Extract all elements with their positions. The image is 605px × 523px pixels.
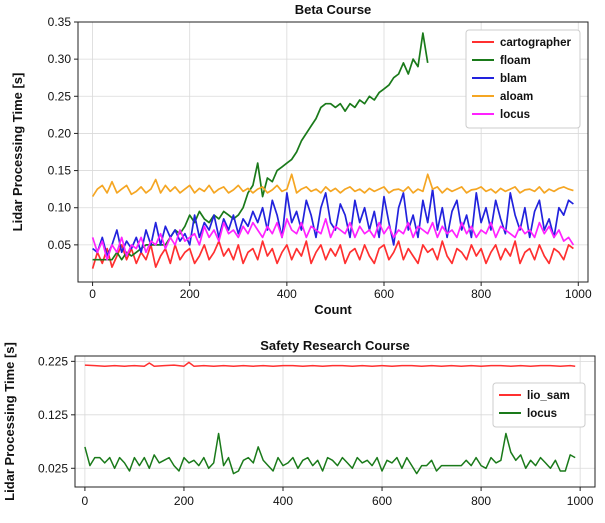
plot-frame [74,355,596,488]
y-tick-label: 0.025 [38,461,68,475]
legend-label-locus: locus [500,109,530,121]
y-tick-label: 0.10 [48,201,72,215]
legend-box [465,29,581,129]
legend: cartographer floam blam aloam locus [465,29,581,129]
y-tick-label: 0.225 [38,354,68,368]
legend-label-locus: locus [527,408,557,420]
x-tick-label: 800 [471,494,491,508]
legend-label-floam: floam [500,55,531,67]
y-tick-label: 0.125 [38,408,68,422]
y-tick-label: 0.15 [48,164,72,178]
x-axis-label: Count [314,302,352,317]
legend-label-aloam: aloam [500,91,533,103]
x-tick-label: 400 [277,287,297,301]
plot-frame [77,21,589,283]
chart-panel-1: 0 200 400 600 800 1000 0.05 0.10 0.15 0.20 0.25 0.3… [10,2,592,317]
y-tick-label: 0.20 [48,126,72,140]
x-tick-label: 600 [372,494,392,508]
y-tick-label: 0.30 [48,52,72,66]
x-tick-label: 0 [82,494,89,508]
series-line-lio_sam [84,361,576,367]
series-line-locus [84,432,576,475]
chart-panel-2: 0 200 400 600 800 1000 0.025 0.125 0.225 Safety R… [2,338,596,508]
y-tick-label: 0.25 [48,89,72,103]
series-line-blam [92,188,574,257]
y-tick-label: 0.05 [48,238,72,252]
x-tick-label: 200 [180,287,200,301]
x-tick-label: 600 [374,287,394,301]
x-tick-label: 200 [174,494,194,508]
series-line-locus [91,218,575,261]
x-tick-label: 1000 [567,494,594,508]
x-tick-label: 800 [471,287,491,301]
legend-label-cartographer: cartographer [500,37,571,49]
x-tick-label: 400 [273,494,293,508]
legend-label-blam: blam [500,73,527,85]
series-line-cartographer [91,240,574,269]
y-axis-label: Lidar Processing Time [s] [2,342,17,501]
y-axis-label: Lidar Processing Time [s] [10,73,25,232]
x-tick-label: 0 [89,287,96,301]
x-tick-label: 1000 [565,287,592,301]
y-tick-label: 0.35 [48,15,72,29]
chart-title: Beta Course [295,2,372,17]
series-line-aloam [91,173,574,198]
legend-label-lio_sam: lio_sam [527,390,570,402]
chart-title: Safety Research Course [260,338,410,353]
